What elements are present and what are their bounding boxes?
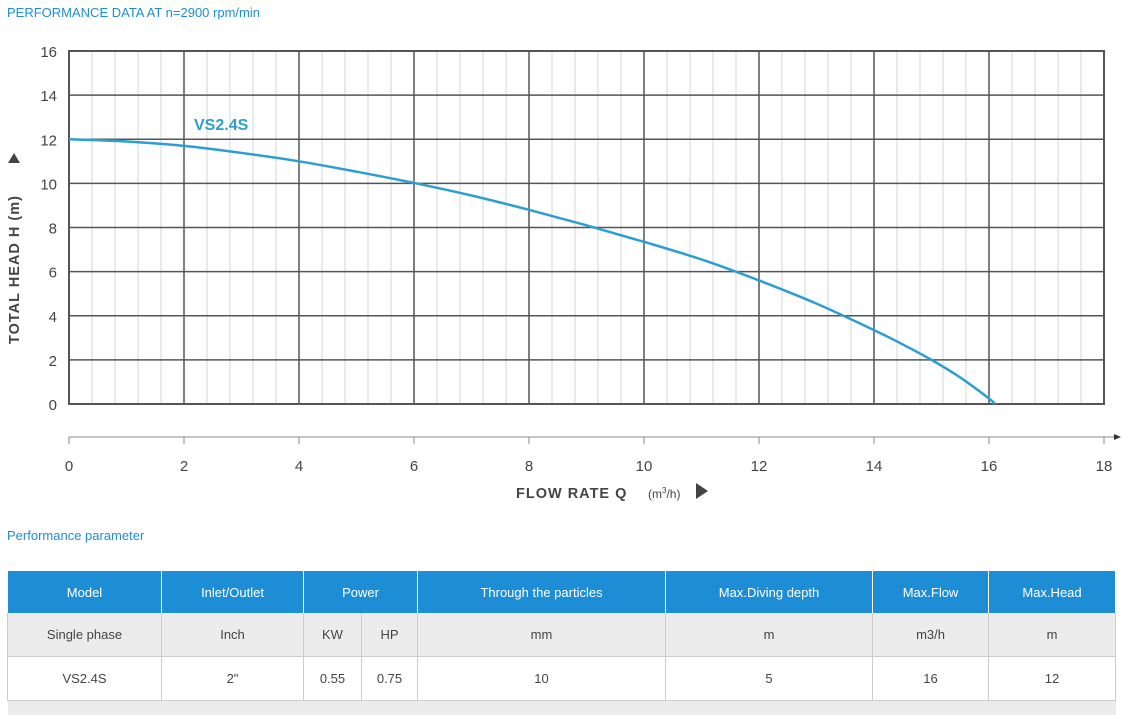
y-tick-label: 10 xyxy=(40,176,57,193)
performance-parameter-table: Model Inlet/Outlet Power Through the par… xyxy=(7,570,1116,715)
y-tick-label: 14 xyxy=(40,88,57,105)
y-tick-label: 12 xyxy=(40,132,57,149)
header-max-head: Max.Head xyxy=(989,571,1116,614)
y-axis-title: TOTAL HEAD H (m) xyxy=(7,195,23,344)
cell-particles: 10 xyxy=(418,657,666,701)
table-empty-row xyxy=(8,701,1116,715)
table-row: VS2.4S 2" 0.55 0.75 10 5 16 12 xyxy=(8,657,1116,701)
x-tick-label: 8 xyxy=(525,458,533,475)
unit-hp: HP xyxy=(362,613,418,657)
x-tick-label: 10 xyxy=(636,458,653,475)
x-axis-unit: (m3/h) xyxy=(648,486,680,501)
cell-inlet: 2" xyxy=(162,657,304,701)
table-header-row: Model Inlet/Outlet Power Through the par… xyxy=(8,571,1116,614)
unit-flow: m3/h xyxy=(873,613,989,657)
x-axis-title: FLOW RATE Q xyxy=(516,486,627,502)
cell-model: VS2.4S xyxy=(8,657,162,701)
x-tick-label: 16 xyxy=(981,458,998,475)
cell-head: 12 xyxy=(989,657,1116,701)
y-tick-label: 4 xyxy=(49,309,57,326)
x-tick-label: 18 xyxy=(1096,458,1113,475)
y-tick-labels: 0 2 4 6 8 10 12 14 16 xyxy=(40,44,57,414)
y-tick-label: 16 xyxy=(40,44,57,61)
cell-depth: 5 xyxy=(666,657,873,701)
y-tick-label: 0 xyxy=(49,397,57,414)
header-max-flow: Max.Flow xyxy=(873,571,989,614)
x-axis-end-arrow-icon xyxy=(1114,434,1121,440)
major-grid xyxy=(69,51,1104,404)
y-axis-arrow-icon xyxy=(8,153,20,163)
x-tick-label: 14 xyxy=(866,458,883,475)
header-model: Model xyxy=(8,571,162,614)
table-units-row: Single phase Inch KW HP mm m m3/h m xyxy=(8,613,1116,657)
header-diving-depth: Max.Diving depth xyxy=(666,571,873,614)
x-tick-label: 2 xyxy=(180,458,188,475)
x-tick-label: 12 xyxy=(751,458,768,475)
x-tick-label: 6 xyxy=(410,458,418,475)
y-tick-label: 2 xyxy=(49,353,57,370)
x-axis-title-group: FLOW RATE Q (m3/h) xyxy=(516,483,708,502)
x-tick-label: 0 xyxy=(65,458,73,475)
cell-kw: 0.55 xyxy=(304,657,362,701)
series-label: VS2.4S xyxy=(194,117,249,134)
params-title: Performance parameter xyxy=(7,528,144,543)
performance-chart: 0 2 4 6 8 10 12 14 16 0 2 4 6 8 10 12 14 16 18 VS2.4S TOT… xyxy=(0,0,1122,520)
unit-kw: KW xyxy=(304,613,362,657)
y-tick-label: 8 xyxy=(49,221,57,238)
unit-inlet: Inch xyxy=(162,613,304,657)
unit-depth: m xyxy=(666,613,873,657)
cell-hp: 0.75 xyxy=(362,657,418,701)
x-tick-label: 4 xyxy=(295,458,303,475)
y-axis-title-group: TOTAL HEAD H (m) xyxy=(7,153,23,344)
unit-head: m xyxy=(989,613,1116,657)
x-tick-labels: 0 2 4 6 8 10 12 14 16 18 xyxy=(65,458,1113,475)
header-particles: Through the particles xyxy=(418,571,666,614)
x-axis-arrow-icon xyxy=(696,483,708,499)
cell-flow: 16 xyxy=(873,657,989,701)
x-axis xyxy=(69,434,1121,444)
header-inlet-outlet: Inlet/Outlet xyxy=(162,571,304,614)
unit-model: Single phase xyxy=(8,613,162,657)
unit-particles: mm xyxy=(418,613,666,657)
header-power: Power xyxy=(304,571,418,614)
y-tick-label: 6 xyxy=(49,265,57,282)
